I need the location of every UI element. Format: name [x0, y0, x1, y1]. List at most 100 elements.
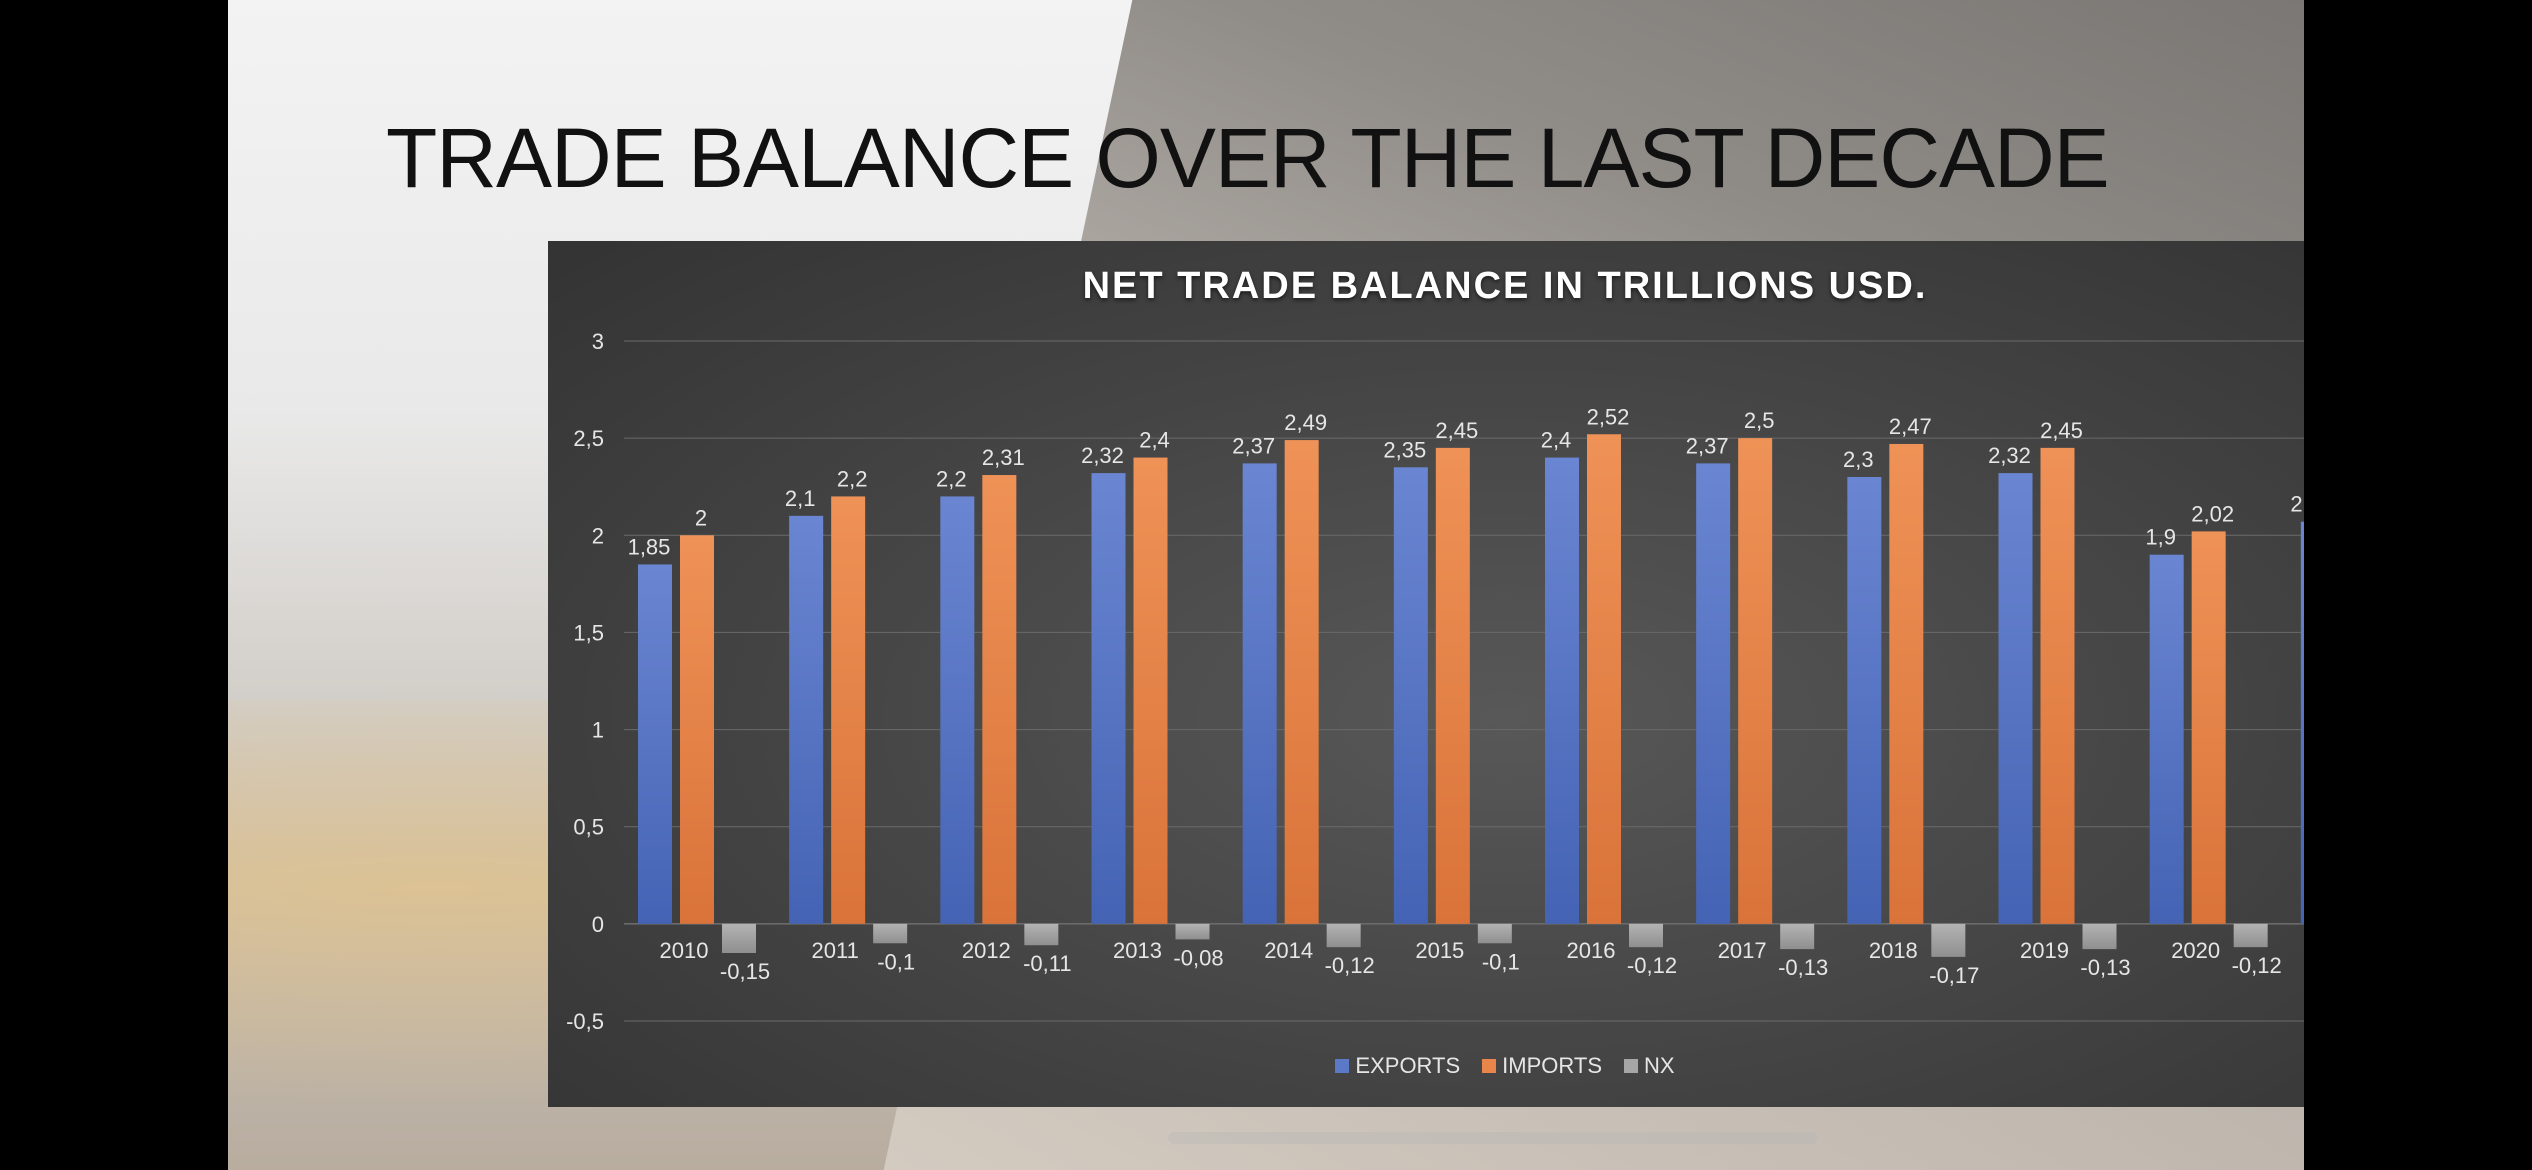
- imports-data-label: 2,4: [1139, 428, 1170, 453]
- y-tick-label: -0,5: [566, 1009, 604, 1034]
- nx-bar: [1477, 923, 1512, 944]
- imports-data-label: 2,45: [2040, 418, 2083, 443]
- legend-item-exports: EXPORTS: [1335, 1053, 1460, 1079]
- nx-data-label: -0,1: [1482, 949, 1520, 974]
- exports-bar: [1242, 463, 1277, 924]
- chart-title: NET TRADE BALANCE IN TRILLIONS USD.: [1082, 265, 1928, 307]
- legend-label-imports: IMPORTS: [1502, 1053, 1602, 1078]
- nx-bar: [1024, 923, 1059, 946]
- imports-data-label: 2,47: [1889, 414, 1932, 439]
- exports-data-label: 2,32: [1081, 443, 1124, 468]
- x-tick-label: 2011: [812, 938, 859, 963]
- nx-bar: [873, 923, 908, 944]
- y-tick-label: 0,5: [573, 815, 604, 840]
- exports-data-label: 2,32: [1988, 443, 2031, 468]
- y-tick-label: 3: [592, 329, 604, 354]
- imports-data-label: 2,2: [837, 466, 868, 491]
- exports-data-label: 1,85: [628, 534, 671, 559]
- nx-data-label: -0,15: [720, 959, 770, 984]
- exports-bar: [1696, 463, 1731, 924]
- exports-data-label: 2,07: [2290, 492, 2304, 517]
- x-tick-label: 2019: [2020, 938, 2069, 963]
- x-tick-label: 2014: [1264, 938, 1313, 963]
- imports-data-label: 2,31: [982, 445, 1025, 470]
- nx-data-label: -0,11: [1023, 951, 1072, 976]
- imports-data-label: 2,02: [2191, 501, 2234, 526]
- nx-bar: [1326, 923, 1361, 948]
- bar-chart: -0,5 0 0,5 1 1,5 2 2,5 3 1,85 2 -0,15 2010 2,1 2,2 -0,…: [566, 329, 2304, 1034]
- exports-bar: [940, 496, 975, 924]
- nx-data-label: -0,08: [1173, 945, 1223, 970]
- imports-bar: [2040, 447, 2075, 924]
- chart-panel[interactable]: -0,5 0 0,5 1 1,5 2 2,5 3 1,85 2 -0,15 2010 2,1 2,2 -0,…: [548, 241, 2304, 1107]
- x-tick-label: 2013: [1113, 938, 1162, 963]
- imports-data-label: 2,5: [1744, 408, 1775, 433]
- exports-bar: [1847, 477, 1882, 924]
- exports-data-label: 1,9: [2145, 525, 2176, 550]
- x-tick-label: 2016: [1567, 938, 1616, 963]
- legend-swatch-exports: [1335, 1059, 1350, 1073]
- exports-bar: [1998, 473, 2033, 924]
- slide: TRADE BALANCE OVER THE LAST DECADE -0,5 0…: [228, 0, 2304, 1170]
- nx-bar: [2082, 923, 2117, 950]
- slide-scrollbar[interactable]: [1168, 1132, 1818, 1144]
- imports-bar: [1738, 438, 1773, 924]
- slide-title: TRADE BALANCE OVER THE LAST DECADE: [386, 111, 2110, 205]
- y-tick-label: 2: [592, 523, 604, 548]
- imports-bar: [1889, 443, 1924, 924]
- nx-bar: [1931, 923, 1966, 957]
- exports-data-label: 2,4: [1541, 428, 1572, 453]
- imports-bar: [1284, 440, 1319, 924]
- nx-data-label: -0,12: [2232, 953, 2282, 978]
- exports-bar: [1091, 473, 1126, 924]
- legend-label-nx: NX: [1644, 1053, 1675, 1078]
- x-tick-label: 2010: [660, 938, 709, 963]
- exports-data-label: 2,37: [1686, 433, 1729, 458]
- nx-bar: [722, 923, 756, 953]
- x-tick-label: 2018: [1869, 938, 1918, 963]
- x-tick-label: 2012: [962, 938, 1011, 963]
- exports-data-label: 2,3: [1843, 447, 1874, 472]
- legend-label-exports: EXPORTS: [1355, 1053, 1461, 1078]
- x-tick-label: 2020: [2171, 938, 2220, 963]
- y-tick-label: 1: [592, 718, 604, 743]
- exports-bar: [1393, 467, 1428, 924]
- imports-bar: [831, 496, 866, 924]
- y-tick-label: 0: [592, 912, 604, 937]
- imports-data-label: 2,52: [1587, 404, 1630, 429]
- nx-data-label: -0,17: [1929, 963, 1979, 988]
- imports-bar: [680, 535, 714, 924]
- exports-data-label: 2,1: [785, 486, 816, 511]
- nx-data-label: -0,12: [1325, 953, 1375, 978]
- exports-data-label: 2,2: [936, 466, 967, 491]
- imports-bar: [2191, 531, 2226, 924]
- x-tick-label: 2015: [1415, 938, 1464, 963]
- nx-data-label: -0,13: [1778, 955, 1828, 980]
- y-tick-label: 1,5: [573, 620, 604, 645]
- imports-data-label: 2,49: [1284, 410, 1327, 435]
- exports-bar: [2149, 554, 2184, 924]
- imports-data-label: 2,45: [1435, 418, 1478, 443]
- legend-item-imports: IMPORTS: [1482, 1053, 1602, 1079]
- exports-bar: [1545, 457, 1579, 924]
- exports-data-label: 2,37: [1232, 433, 1275, 458]
- nx-bar: [1175, 923, 1210, 940]
- imports-bar: [1587, 434, 1621, 924]
- legend-swatch-imports: [1482, 1059, 1497, 1073]
- exports-data-label: 2,35: [1383, 437, 1426, 462]
- legend-swatch-nx: [1624, 1059, 1638, 1073]
- nx-data-label: -0,13: [2080, 955, 2130, 980]
- nx-bar: [2233, 923, 2268, 948]
- legend-item-nx: NX: [1624, 1053, 1675, 1079]
- imports-bar: [1435, 447, 1470, 924]
- nx-bar: [1629, 923, 1663, 948]
- y-tick-label: 2,5: [573, 426, 604, 451]
- nx-data-label: -0,1: [877, 949, 915, 974]
- nx-data-label: -0,12: [1627, 953, 1677, 978]
- nx-bar: [1780, 923, 1815, 950]
- imports-bar: [982, 475, 1017, 924]
- chart-legend: EXPORTS IMPORTS NX: [548, 1053, 2304, 1079]
- x-tick-label: 2017: [1718, 938, 1767, 963]
- exports-bar: [789, 515, 824, 924]
- exports-bar: [638, 564, 672, 924]
